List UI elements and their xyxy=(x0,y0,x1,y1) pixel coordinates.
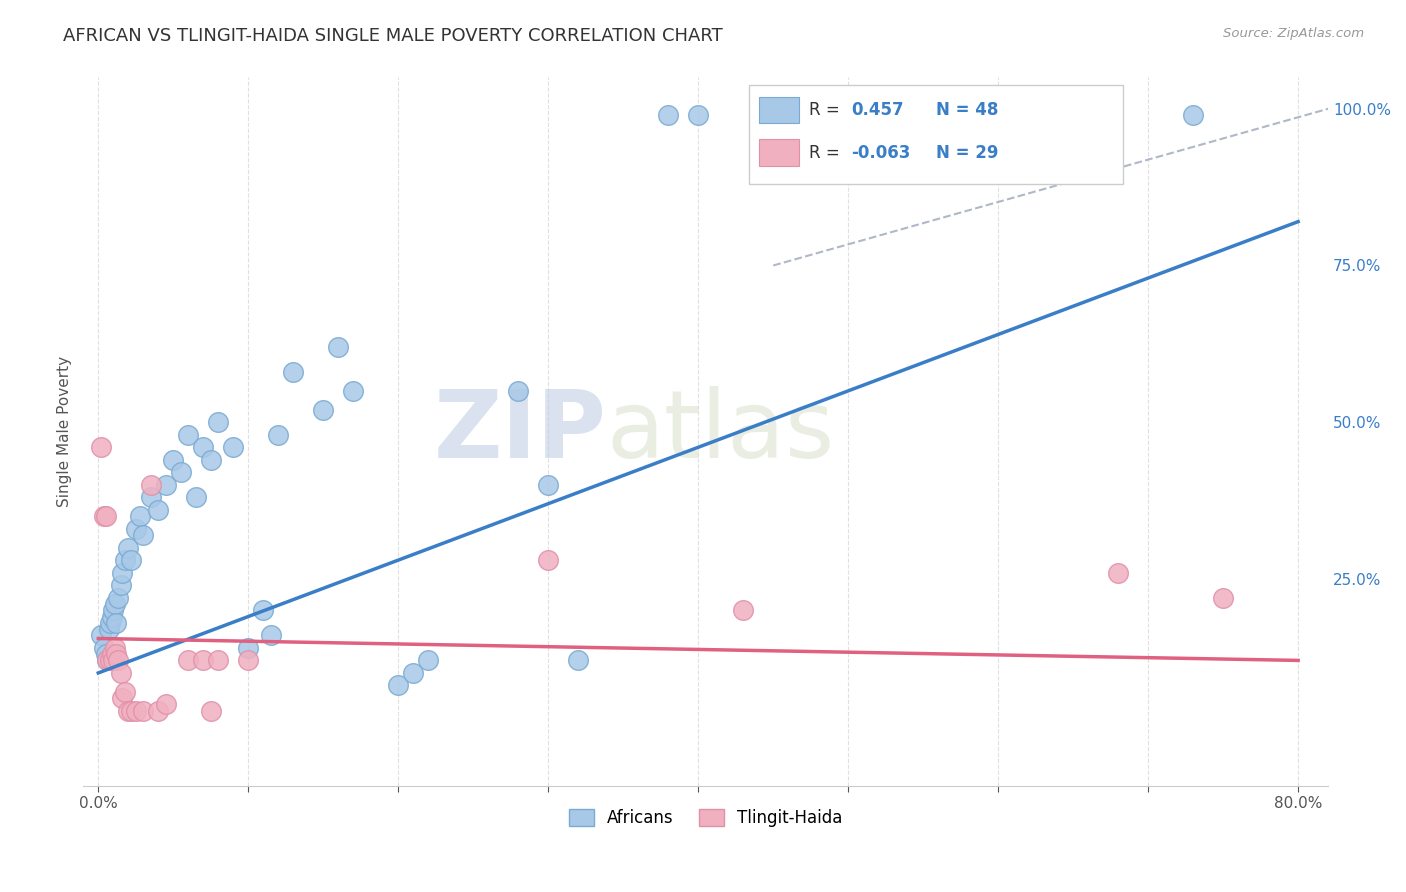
Point xyxy=(1062,108,1084,122)
Point xyxy=(105,647,128,661)
FancyBboxPatch shape xyxy=(759,139,799,166)
Point xyxy=(103,603,125,617)
Point xyxy=(260,628,283,642)
FancyBboxPatch shape xyxy=(759,96,799,123)
Text: R =: R = xyxy=(808,144,839,161)
Point xyxy=(139,478,162,492)
Text: -0.063: -0.063 xyxy=(852,144,911,161)
Point xyxy=(117,704,139,718)
Point xyxy=(94,509,117,524)
Point xyxy=(107,653,129,667)
Point xyxy=(107,591,129,605)
Point xyxy=(148,503,170,517)
Point xyxy=(1212,591,1234,605)
Point xyxy=(252,603,274,617)
Point xyxy=(238,640,260,655)
Point xyxy=(120,553,142,567)
Point xyxy=(114,553,136,567)
Point xyxy=(132,528,155,542)
Point xyxy=(537,478,560,492)
Point xyxy=(418,653,440,667)
Text: R =: R = xyxy=(808,101,839,119)
Point xyxy=(567,653,589,667)
Point xyxy=(688,108,710,122)
Point xyxy=(155,698,177,712)
Point xyxy=(93,640,115,655)
Point xyxy=(129,509,152,524)
Point xyxy=(267,427,290,442)
Point xyxy=(537,553,560,567)
Point xyxy=(104,597,127,611)
Point xyxy=(111,691,134,706)
Point xyxy=(96,653,118,667)
Point xyxy=(110,665,132,680)
Point xyxy=(207,415,229,429)
Point xyxy=(98,653,121,667)
Point xyxy=(193,653,215,667)
Point xyxy=(312,402,335,417)
Point xyxy=(96,653,118,667)
Point xyxy=(117,541,139,555)
Point xyxy=(104,640,127,655)
Legend: Africans, Tlingit-Haida: Africans, Tlingit-Haida xyxy=(562,803,849,834)
Point xyxy=(1107,566,1129,580)
Point xyxy=(222,440,245,454)
Point xyxy=(733,603,755,617)
Text: 0.457: 0.457 xyxy=(852,101,904,119)
Point xyxy=(238,653,260,667)
Point xyxy=(387,678,409,692)
Point xyxy=(328,340,350,354)
Point xyxy=(105,615,128,630)
Text: atlas: atlas xyxy=(606,385,834,477)
Text: Source: ZipAtlas.com: Source: ZipAtlas.com xyxy=(1223,27,1364,40)
Point xyxy=(90,440,112,454)
Point xyxy=(101,647,124,661)
FancyBboxPatch shape xyxy=(749,85,1123,184)
Point xyxy=(177,427,200,442)
Point xyxy=(125,522,148,536)
Point xyxy=(139,491,162,505)
Point xyxy=(1182,108,1205,122)
Point xyxy=(184,491,207,505)
Text: N = 48: N = 48 xyxy=(936,101,998,119)
Point xyxy=(111,566,134,580)
Point xyxy=(155,478,177,492)
Point xyxy=(342,384,364,398)
Point xyxy=(98,615,121,630)
Point xyxy=(97,622,120,636)
Y-axis label: Single Male Poverty: Single Male Poverty xyxy=(58,356,72,508)
Point xyxy=(207,653,229,667)
Text: N = 29: N = 29 xyxy=(936,144,998,161)
Point xyxy=(283,365,305,379)
Point xyxy=(90,628,112,642)
Point xyxy=(200,452,222,467)
Point xyxy=(103,653,125,667)
Point xyxy=(657,108,679,122)
Point xyxy=(110,578,132,592)
Text: AFRICAN VS TLINGIT-HAIDA SINGLE MALE POVERTY CORRELATION CHART: AFRICAN VS TLINGIT-HAIDA SINGLE MALE POV… xyxy=(63,27,723,45)
Point xyxy=(101,609,124,624)
Point xyxy=(148,704,170,718)
Point xyxy=(177,653,200,667)
Point xyxy=(93,509,115,524)
Point xyxy=(120,704,142,718)
Text: ZIP: ZIP xyxy=(433,385,606,477)
Point xyxy=(132,704,155,718)
Point xyxy=(114,685,136,699)
Point xyxy=(162,452,184,467)
Point xyxy=(200,704,222,718)
Point xyxy=(508,384,530,398)
Point xyxy=(402,665,425,680)
Point xyxy=(94,647,117,661)
Point xyxy=(170,466,193,480)
Point xyxy=(193,440,215,454)
Point xyxy=(125,704,148,718)
